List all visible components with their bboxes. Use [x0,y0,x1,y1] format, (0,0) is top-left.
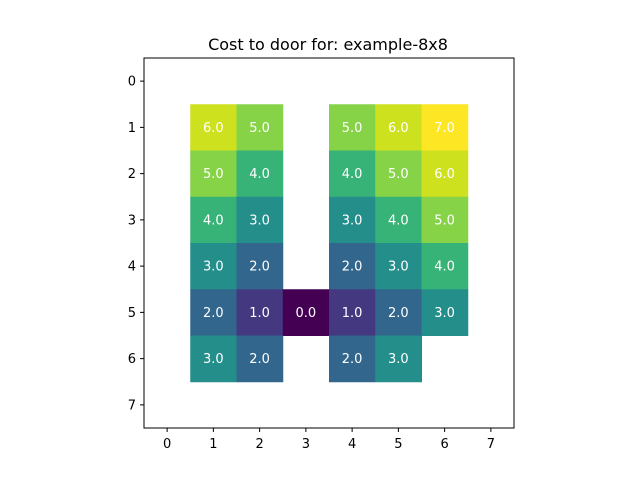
cell-value-r5-c2: 1.0 [249,306,270,321]
heatmap-cell-r6-c5 [375,335,422,383]
heatmap-cell-r5-c5 [375,289,422,336]
y-tick-label-6: 6 [128,352,136,367]
cell-value-r4-c6: 4.0 [434,260,455,275]
heatmap-cell-r2-c2 [236,150,284,198]
cell-value-r4-c2: 2.0 [249,260,270,275]
cell-value-r5-c3: 0.0 [296,306,317,321]
x-axis: 0 1 2 3 4 5 6 7 [163,428,495,452]
cell-value-r2-c4: 4.0 [342,167,363,182]
cell-value-r2-c1: 5.0 [203,167,224,182]
cell-value-r3-c6: 5.0 [434,213,455,228]
cell-value-r1-c2: 5.0 [249,121,270,136]
cell-value-r6-c1: 3.0 [203,352,224,367]
heatmap-cell-r2-c4 [329,150,376,198]
heatmap-cells [190,104,469,383]
cell-value-r5-c5: 2.0 [388,306,409,321]
heatmap-cell-r4-c6 [421,243,469,290]
x-tick-label-3: 3 [302,437,310,452]
heatmap-cell-r6-c2 [236,335,284,383]
cell-value-r2-c6: 6.0 [434,167,455,182]
y-tick-label-4: 4 [128,260,136,275]
heatmap-cell-r3-c5 [375,196,422,244]
heatmap-cell-r1-c1 [190,104,237,151]
cell-value-r1-c4: 5.0 [342,121,363,136]
x-tick-label-2: 2 [255,437,263,452]
heatmap-cell-r2-c1 [190,150,237,198]
x-tick-label-4: 4 [348,437,356,452]
heatmap-cell-labels: 6.0 5.0 5.0 6.0 7.0 5.0 4.0 4.0 5.0 6.0 4.0 3.0 3.0 4… [203,121,455,367]
cell-value-r3-c5: 4.0 [388,213,409,228]
heatmap-cell-r5-c2 [236,289,284,336]
cell-value-r4-c5: 3.0 [388,260,409,275]
heatmap-cell-r1-c4 [329,104,376,151]
cell-value-r5-c4: 1.0 [342,306,363,321]
cell-value-r1-c5: 6.0 [388,121,409,136]
heatmap-cell-r5-c4 [329,289,376,336]
y-tick-label-3: 3 [128,213,136,228]
y-tick-label-7: 7 [128,398,136,413]
heatmap-cell-r6-c1 [190,335,237,383]
cell-value-r4-c1: 3.0 [203,260,224,275]
heatmap-cell-r1-c6 [421,104,469,151]
heatmap-cell-r2-c6 [421,150,469,198]
x-tick-label-6: 6 [440,437,448,452]
heatmap-cell-r4-c4 [329,243,376,290]
heatmap-cell-r4-c2 [236,243,284,290]
cell-value-r1-c1: 6.0 [203,121,224,136]
x-tick-label-7: 7 [487,437,495,452]
cell-value-r3-c1: 4.0 [203,213,224,228]
cell-value-r5-c6: 3.0 [434,306,455,321]
y-tick-label-5: 5 [128,306,136,321]
cell-value-r2-c5: 5.0 [388,167,409,182]
y-tick-label-1: 1 [128,121,136,136]
chart-title: Cost to door for: example-8x8 [208,35,448,54]
heatmap-cell-r5-c6 [421,289,469,336]
y-tick-label-0: 0 [128,75,136,90]
heatmap-cell-r1-c2 [236,104,284,151]
heatmap-cell-r3-c2 [236,196,284,244]
cell-value-r3-c4: 3.0 [342,213,363,228]
plot-frame [143,57,515,429]
heatmap-cell-r6-c4 [329,335,376,383]
cell-value-r2-c2: 4.0 [249,167,270,182]
x-tick-label-0: 0 [163,437,171,452]
heatmap-cell-r3-c1 [190,196,237,244]
cell-value-r4-c4: 2.0 [342,260,363,275]
cell-value-r1-c6: 7.0 [434,121,455,136]
cell-value-r6-c4: 2.0 [342,352,363,367]
heatmap-cell-r4-c1 [190,243,237,290]
cell-value-r6-c5: 3.0 [388,352,409,367]
heatmap-cell-r3-c4 [329,196,376,244]
heatmap-cell-r4-c5 [375,243,422,290]
x-tick-label-1: 1 [209,437,217,452]
x-tick-label-5: 5 [394,437,402,452]
heatmap-cell-r5-c3 [282,289,330,336]
y-tick-label-2: 2 [128,167,136,182]
cell-value-r3-c2: 3.0 [249,213,270,228]
heatmap-cell-r3-c6 [421,196,469,244]
cell-value-r5-c1: 2.0 [203,306,224,321]
y-axis: 0 1 2 3 4 5 6 7 [128,75,144,413]
heatmap-cell-r2-c5 [375,150,422,198]
heatmap-cell-r1-c5 [375,104,422,151]
cell-value-r6-c2: 2.0 [249,352,270,367]
heatmap-cell-r5-c1 [190,289,237,336]
